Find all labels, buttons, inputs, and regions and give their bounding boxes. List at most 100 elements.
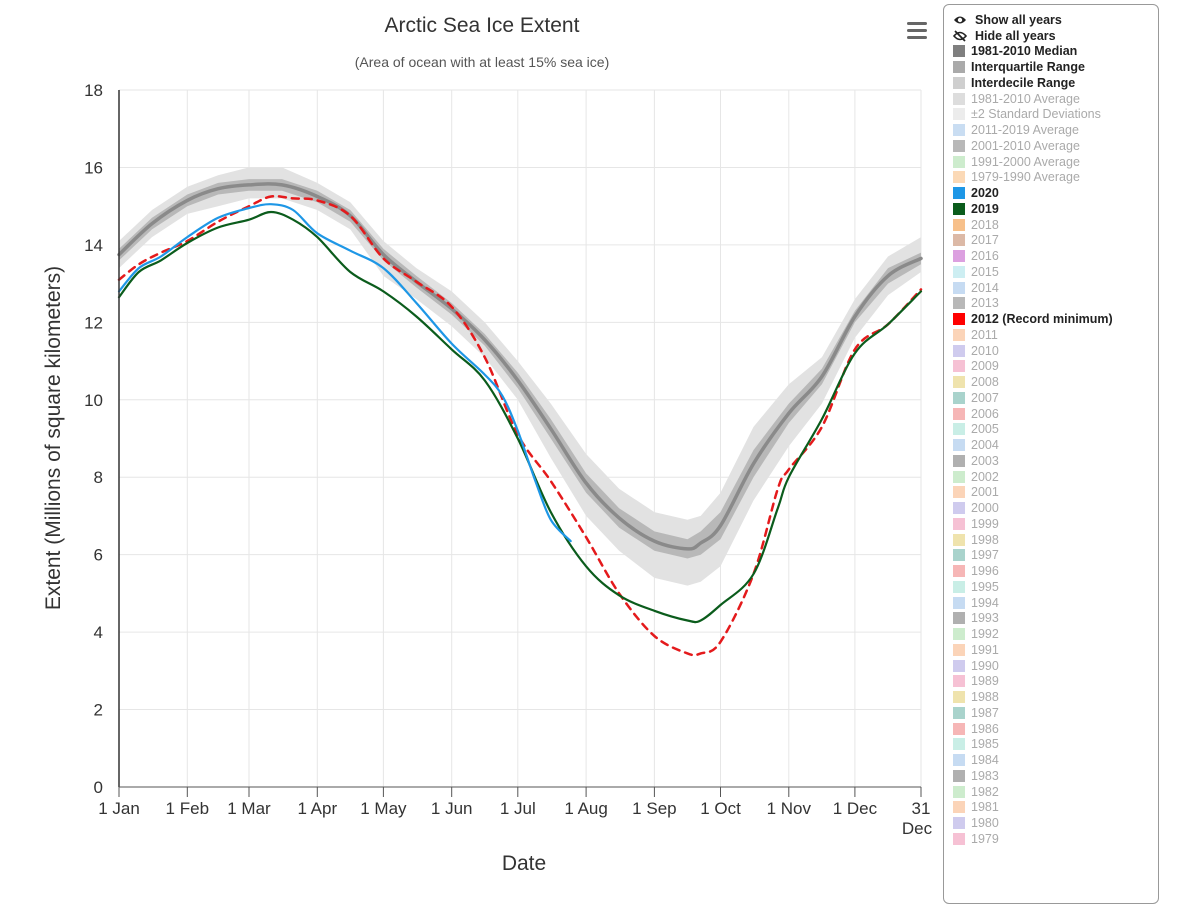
legend-item-label: 2020 [971,186,999,201]
legend-item[interactable]: 1995 [953,579,1158,595]
y-axis-label: Extent (Millions of square kilometers) [42,266,65,610]
legend-item[interactable]: 1992 [953,626,1158,642]
legend-swatch [953,706,965,719]
legend-swatch [953,565,965,578]
legend-item[interactable]: 2010 [953,343,1158,359]
legend-swatch [953,407,965,420]
legend-item[interactable]: 1984 [953,752,1158,768]
legend-swatch [953,659,965,672]
legend-item[interactable]: 2013 [953,296,1158,312]
hamburger-menu-icon [907,22,927,25]
legend-swatch [953,202,965,215]
x-tick-label: 1 Aug [564,799,608,818]
legend-item[interactable]: 1981-2010 Median [953,44,1158,60]
legend-swatch [953,596,965,609]
hamburger-menu-icon-bar [907,36,927,39]
legend-item-label: 2015 [971,264,999,279]
legend-swatch [953,108,965,121]
legend-item[interactable]: 2015 [953,264,1158,280]
legend-item[interactable]: 1990 [953,658,1158,674]
legend-swatch [953,124,965,137]
legend-swatch [953,76,965,89]
legend-item[interactable]: 1989 [953,674,1158,690]
legend-item[interactable]: 1980 [953,815,1158,831]
legend-item[interactable]: 1986 [953,721,1158,737]
legend-item[interactable]: 2001 [953,485,1158,501]
legend-item-label: 1988 [971,690,999,705]
legend-item-label: 2001-2010 Average [971,138,1080,153]
legend-item[interactable]: 2011-2019 Average [953,122,1158,138]
legend-swatch [953,801,965,814]
show-all-years-button[interactable]: Show all years [953,12,1158,28]
legend-item[interactable]: 1985 [953,737,1158,753]
legend-item[interactable]: 2002 [953,469,1158,485]
legend-swatch [953,423,965,436]
legend-item[interactable]: 1982 [953,784,1158,800]
legend-item[interactable]: 1987 [953,705,1158,721]
legend-item[interactable]: 2016 [953,248,1158,264]
legend-item[interactable]: 2005 [953,422,1158,438]
x-tick-label: 1 Nov [767,799,812,818]
legend-item-label: 1983 [971,768,999,783]
chart-title: Arctic Sea Ice Extent [385,14,580,37]
legend-item[interactable]: 2003 [953,453,1158,469]
legend-item[interactable]: 1983 [953,768,1158,784]
legend-item[interactable]: 1999 [953,516,1158,532]
legend-swatch [953,234,965,247]
legend-item[interactable]: 1979 [953,831,1158,847]
hide-all-years-button[interactable]: Hide all years [953,28,1158,44]
legend-item[interactable]: 2011 [953,327,1158,343]
legend-item[interactable]: 1988 [953,689,1158,705]
legend-item[interactable]: 2009 [953,359,1158,375]
legend-item[interactable]: 2007 [953,390,1158,406]
chart-menu-button[interactable] [900,18,934,46]
legend-item[interactable]: Interdecile Range [953,75,1158,91]
legend-item[interactable]: 2018 [953,217,1158,233]
legend-swatch [953,502,965,515]
legend-swatch [953,297,965,310]
legend-item[interactable]: 2006 [953,406,1158,422]
legend-item-label: 2009 [971,359,999,374]
legend-item[interactable]: 2012 (Record minimum) [953,311,1158,327]
legend-item[interactable]: 1991-2000 Average [953,154,1158,170]
legend-item[interactable]: 1993 [953,611,1158,627]
legend-item[interactable]: 2001-2010 Average [953,138,1158,154]
legend-item-label: 1992 [971,627,999,642]
y-tick-label: 16 [84,158,103,177]
legend-item[interactable]: 1994 [953,595,1158,611]
y-tick-label: 8 [94,468,103,487]
y-tick-label: 12 [84,313,103,332]
legend-item[interactable]: 1991 [953,642,1158,658]
legend-item[interactable]: 2019 [953,201,1158,217]
legend-item[interactable]: 2000 [953,500,1158,516]
legend-item[interactable]: 2014 [953,280,1158,296]
legend-item[interactable]: Interquartile Range [953,59,1158,75]
legend-item[interactable]: 1979-1990 Average [953,170,1158,186]
legend-swatch [953,376,965,389]
legend-swatch [953,344,965,357]
legend-item-label: 1981 [971,800,999,815]
chart-subtitle: (Area of ocean with at least 15% sea ice… [355,54,609,70]
legend-item[interactable]: 2004 [953,437,1158,453]
legend-item[interactable]: ±2 Standard Deviations [953,107,1158,123]
legend-item[interactable]: 1997 [953,548,1158,564]
y-tick-label: 4 [94,623,103,642]
x-tick-label: 1 Feb [166,799,209,818]
legend-item[interactable]: 1998 [953,532,1158,548]
x-tick-label: 1 Apr [297,799,337,818]
legend-item[interactable]: 1981-2010 Average [953,91,1158,107]
legend-item[interactable]: 2020 [953,185,1158,201]
legend-swatch [953,171,965,184]
legend-swatch [953,45,965,58]
legend-item[interactable]: 2008 [953,374,1158,390]
legend-item-label: Interdecile Range [971,75,1076,90]
legend-swatch [953,517,965,530]
x-axis-label: Date [502,852,546,875]
legend-item-label: 1979-1990 Average [971,170,1080,185]
legend-swatch [953,470,965,483]
legend-item[interactable]: 1981 [953,800,1158,816]
legend-item[interactable]: 1996 [953,563,1158,579]
legend-item-label: 2003 [971,453,999,468]
legend-swatch [953,187,965,200]
legend-item[interactable]: 2017 [953,233,1158,249]
